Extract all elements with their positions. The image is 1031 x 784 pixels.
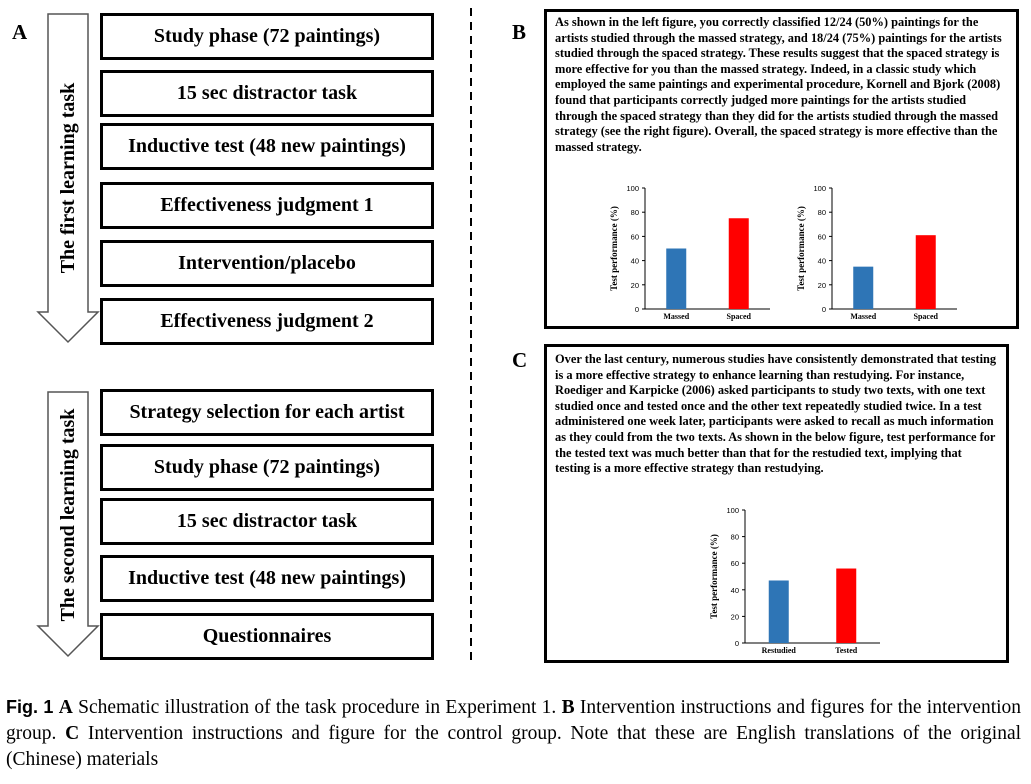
y-tick-label: 20: [731, 612, 739, 621]
caption: Fig. 1 A Schematic illustration of the t…: [6, 694, 1021, 773]
caption-text: Schematic illustration of the task proce…: [78, 697, 557, 718]
panel-letter: A: [12, 20, 28, 44]
step-box: Intervention/placebo: [100, 240, 434, 287]
bar: [836, 568, 857, 643]
bar: [666, 248, 687, 309]
y-tick-label: 60: [731, 559, 739, 568]
y-tick-label: 80: [631, 208, 639, 217]
figure-art: The first learning task The second learn…: [36, 8, 957, 662]
bar: [915, 235, 936, 309]
x-tick-label: Massed: [850, 312, 876, 321]
panel-box: [544, 9, 1019, 329]
step-box: Inductive test (48 new paintings): [100, 555, 434, 602]
y-axis-label: Test performance (%): [609, 206, 619, 291]
y-tick-label: 40: [731, 586, 739, 595]
y-tick-label: 40: [631, 257, 639, 266]
y-axis-label: Test performance (%): [796, 206, 806, 291]
step-box: Effectiveness judgment 2: [100, 298, 434, 345]
arrow: [36, 13, 100, 344]
y-tick-label: 100: [626, 184, 639, 193]
bar: [728, 218, 749, 309]
caption-text: Intervention instructions and figure for…: [6, 723, 1022, 770]
x-tick-label: Spaced: [914, 312, 939, 321]
caption-text: Intervention instructions and figures fo…: [6, 697, 1022, 744]
y-tick-label: 100: [813, 184, 826, 193]
y-tick-label: 20: [631, 281, 639, 290]
task-label: The second learning task: [57, 408, 79, 622]
y-tick-label: 60: [818, 232, 826, 241]
y-tick-label: 40: [818, 257, 826, 266]
x-tick-label: Tested: [835, 646, 857, 655]
step-box: Study phase (72 paintings): [100, 13, 434, 60]
y-tick-label: 80: [731, 533, 739, 542]
step-box: Strategy selection for each artist: [100, 389, 434, 436]
caption-body: A Schematic illustration of the task pro…: [6, 697, 1021, 770]
panel-box: [544, 344, 1009, 663]
arrow: [36, 391, 100, 658]
caption-letter: A: [58, 697, 73, 718]
panel-letter: B: [512, 20, 527, 44]
step-box: Effectiveness judgment 1: [100, 182, 434, 229]
instruction-text: As shown in the left figure, you correct…: [555, 15, 1002, 154]
caption-letter: C: [65, 723, 80, 744]
y-tick-label: 0: [635, 305, 639, 314]
task-label: The first learning task: [57, 82, 79, 273]
instruction-text: Over the last century, numerous studies …: [555, 352, 997, 476]
y-tick-label: 20: [818, 281, 826, 290]
x-tick-label: Massed: [663, 312, 689, 321]
step-box: 15 sec distractor task: [100, 70, 434, 117]
y-axis-label: Test performance (%): [709, 534, 719, 619]
y-tick-label: 100: [726, 506, 739, 515]
step-box: 15 sec distractor task: [100, 498, 434, 545]
y-tick-label: 80: [818, 208, 826, 217]
bar: [768, 580, 789, 643]
bar: [853, 266, 874, 309]
caption-letter: B: [561, 697, 575, 718]
step-box: Inductive test (48 new paintings): [100, 123, 434, 170]
step-box: Study phase (72 paintings): [100, 444, 434, 491]
x-tick-label: Restudied: [762, 646, 797, 655]
x-tick-label: Spaced: [727, 312, 752, 321]
caption-label: Fig. 1: [6, 697, 54, 717]
y-tick-label: 0: [822, 305, 826, 314]
step-box: Questionnaires: [100, 613, 434, 660]
panel-letter: C: [512, 348, 528, 372]
y-tick-label: 60: [631, 232, 639, 241]
y-tick-label: 0: [735, 639, 739, 648]
